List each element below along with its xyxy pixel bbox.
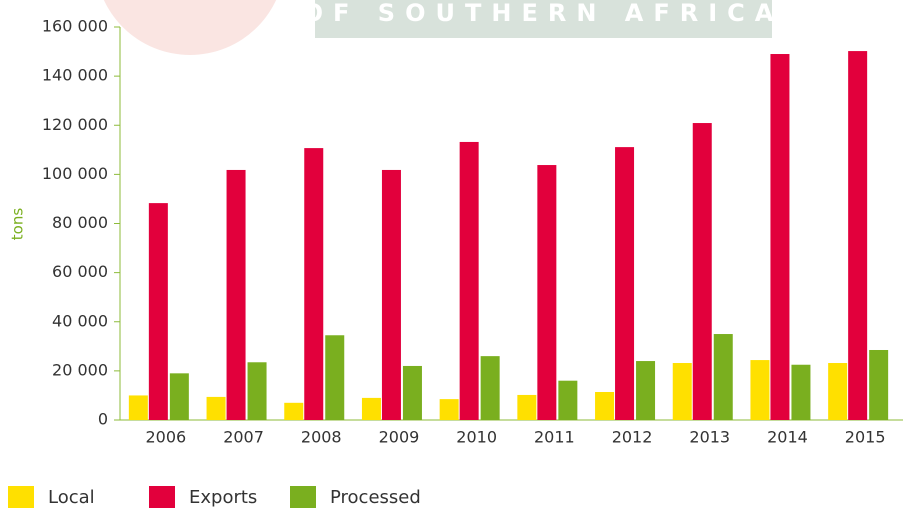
bar [128, 395, 148, 420]
y-axis-label: tons [9, 208, 27, 241]
bar [750, 360, 770, 420]
x-tick-label: 2012 [612, 428, 653, 447]
x-tick-label: 2011 [534, 428, 575, 447]
bar [459, 141, 479, 420]
legend-label: Local [48, 487, 95, 508]
legend-label: Exports [189, 487, 257, 508]
bar [848, 51, 868, 420]
bar [615, 147, 635, 420]
y-tick-label: 140 000 [42, 66, 108, 85]
x-tick-label: 2006 [145, 428, 186, 447]
bar [558, 380, 578, 420]
banner-bg [315, 0, 772, 38]
banner-text: OF SOUTHERN AFRICA [303, 0, 784, 27]
bar [361, 397, 381, 420]
bar [402, 365, 422, 420]
bar [672, 363, 692, 420]
legend-swatch [290, 486, 316, 508]
bar [595, 391, 615, 420]
y-tick-label: 160 000 [42, 17, 108, 36]
x-tick-label: 2008 [301, 428, 342, 447]
y-tick-label: 20 000 [52, 360, 108, 379]
bar [770, 54, 790, 421]
legend-label: Processed [330, 487, 421, 508]
x-tick-label: 2013 [689, 428, 730, 447]
bar [439, 399, 459, 420]
bar [148, 203, 168, 420]
legend-swatch [149, 486, 175, 508]
bar [284, 402, 304, 420]
x-tick-label: 2009 [379, 428, 420, 447]
bar [169, 373, 189, 420]
bar [636, 361, 656, 420]
y-tick-label: 40 000 [52, 311, 108, 330]
legend-swatch [8, 486, 34, 508]
y-tick-label: 120 000 [42, 115, 108, 134]
bar [325, 335, 345, 420]
bar [517, 394, 537, 420]
bar [869, 349, 889, 420]
bar [304, 148, 324, 420]
bar [791, 364, 811, 420]
watermark-shape [103, 0, 277, 55]
x-tick-label: 2010 [456, 428, 497, 447]
bar [247, 362, 267, 420]
x-tick-label: 2007 [223, 428, 264, 447]
bar [537, 165, 557, 420]
y-tick-label: 80 000 [52, 213, 108, 232]
y-tick-label: 60 000 [52, 262, 108, 281]
bar [480, 356, 500, 420]
bar [381, 169, 401, 420]
bar [226, 169, 246, 420]
bar [692, 123, 712, 421]
bar [713, 334, 733, 420]
y-tick-label: 0 [98, 410, 108, 429]
x-tick-label: 2015 [845, 428, 886, 447]
bar [206, 396, 226, 420]
bar [828, 363, 848, 420]
y-tick-label: 100 000 [42, 164, 108, 183]
x-tick-label: 2014 [767, 428, 808, 447]
